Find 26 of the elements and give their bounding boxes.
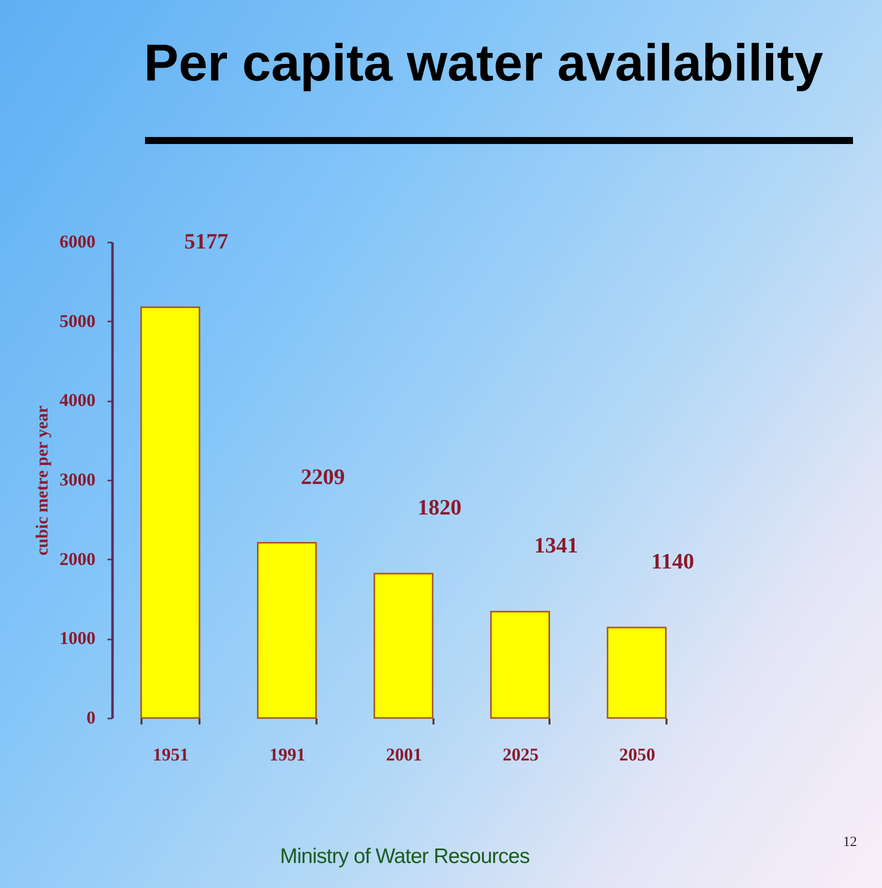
x-tick-label: 2001	[386, 744, 422, 764]
x-tick-label: 2025	[502, 744, 539, 764]
y-axis-title: cubic metre per year	[32, 405, 52, 556]
y-tick-label: 3000	[60, 470, 96, 490]
text: 12	[843, 835, 857, 851]
bar	[374, 572, 434, 719]
data-label: 1140	[651, 548, 694, 574]
y-tick-label: 1000	[60, 628, 96, 648]
x-tick-label: 1991	[269, 744, 306, 764]
data-label: 2209	[300, 464, 345, 489]
y-tick-label: 0	[86, 708, 96, 728]
text: Ministry of Water Resources	[280, 845, 530, 869]
x-tick-label: 1951	[152, 744, 189, 764]
chart-title: Per capita water availability	[144, 34, 824, 92]
data-label: 1820	[418, 494, 462, 520]
data-label: 1341	[534, 532, 578, 558]
y-tick-label: 2000	[60, 548, 96, 569]
x-tick-label: 2050	[619, 744, 656, 764]
bar	[606, 626, 667, 719]
data-label: 5177	[184, 228, 228, 254]
y-tick-label: 4000	[60, 390, 96, 410]
bar	[140, 306, 200, 719]
bar	[257, 542, 317, 719]
bar	[490, 610, 550, 719]
y-tick-label: 6000	[60, 232, 96, 252]
y-tick-label: 5000	[60, 310, 96, 331]
